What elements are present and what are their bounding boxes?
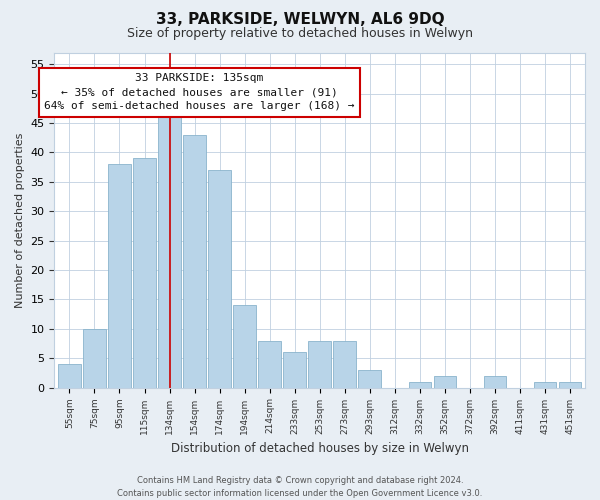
Text: Size of property relative to detached houses in Welwyn: Size of property relative to detached ho… [127,28,473,40]
Bar [233,306,256,388]
Bar [183,135,206,388]
Bar [533,382,556,388]
Bar [559,382,581,388]
Text: 33, PARKSIDE, WELWYN, AL6 9DQ: 33, PARKSIDE, WELWYN, AL6 9DQ [155,12,445,28]
Bar [108,164,131,388]
Bar [484,376,506,388]
Bar [409,382,431,388]
Bar [358,370,381,388]
Bar [283,352,306,388]
Y-axis label: Number of detached properties: Number of detached properties [15,132,25,308]
Text: 33 PARKSIDE: 135sqm
← 35% of detached houses are smaller (91)
64% of semi-detach: 33 PARKSIDE: 135sqm ← 35% of detached ho… [44,73,355,111]
Bar [259,340,281,388]
Bar [208,170,231,388]
Bar [334,340,356,388]
Bar [308,340,331,388]
Bar [83,329,106,388]
Bar [158,117,181,388]
Text: Contains HM Land Registry data © Crown copyright and database right 2024.
Contai: Contains HM Land Registry data © Crown c… [118,476,482,498]
Bar [58,364,80,388]
Bar [434,376,456,388]
X-axis label: Distribution of detached houses by size in Welwyn: Distribution of detached houses by size … [171,442,469,455]
Bar [133,158,156,388]
